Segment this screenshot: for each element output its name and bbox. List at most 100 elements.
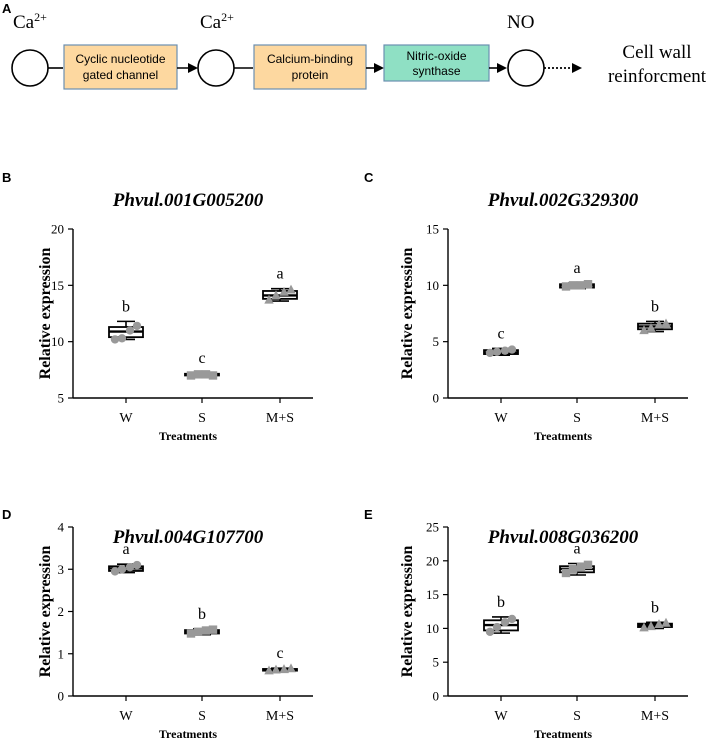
x-tick-label: W — [119, 709, 133, 724]
data-point — [133, 561, 141, 569]
significance-letter: a — [276, 266, 283, 283]
data-point — [501, 346, 509, 354]
charts-container: BPhvul.001G0052005101520Relative express… — [2, 170, 688, 740]
data-point — [486, 628, 494, 636]
y-tick-label: 15 — [426, 222, 439, 237]
y-axis-title: Relative expression — [37, 248, 54, 380]
node-3-line-1: Nitric-oxide — [406, 49, 466, 63]
significance-letter: b — [497, 594, 505, 611]
pathway-diagram: A Ca2+ Cyclic nucleotide gated channel C… — [2, 1, 707, 89]
x-axis-title: Treatments — [159, 727, 218, 740]
node-2-line-1: Calcium-binding — [267, 52, 353, 66]
y-tick-label: 5 — [433, 655, 440, 670]
y-tick-label: 20 — [426, 553, 439, 568]
data-point — [118, 334, 126, 342]
data-point — [209, 625, 217, 633]
panel-label: B — [2, 170, 11, 185]
x-tick-label: M+S — [641, 411, 669, 426]
panel-label: E — [364, 507, 373, 522]
data-point — [493, 348, 501, 356]
outcome-line-2: reinforcment — [608, 66, 707, 87]
chart-title: Phvul.002G329300 — [487, 190, 639, 211]
data-point — [569, 281, 577, 289]
ion-circle-1 — [12, 50, 48, 86]
significance-letter: b — [651, 599, 659, 616]
significance-letter: a — [573, 541, 580, 558]
data-point — [133, 322, 141, 330]
panel-label-a: A — [2, 1, 12, 16]
chart-title: Phvul.004G107700 — [112, 527, 264, 548]
node-1-line-2: gated channel — [83, 68, 158, 82]
data-point — [584, 280, 592, 288]
data-point — [508, 615, 516, 623]
y-tick-label: 0 — [433, 689, 440, 704]
y-tick-label: 15 — [426, 587, 439, 602]
ion-label-1: Ca2+ — [13, 10, 47, 33]
node-1-line-1: Cyclic nucleotide — [75, 52, 165, 66]
data-point — [118, 565, 126, 573]
y-axis-title: Relative expression — [37, 546, 54, 678]
significance-letter: c — [497, 325, 504, 342]
y-tick-label: 25 — [426, 520, 439, 535]
chart-title: Phvul.008G036200 — [487, 527, 639, 548]
y-tick-label: 0 — [58, 689, 65, 704]
y-tick-label: 4 — [58, 520, 65, 535]
data-point — [126, 326, 134, 334]
x-axis-title: Treatments — [534, 727, 593, 740]
y-tick-label: 20 — [51, 222, 64, 237]
outcome-line-1: Cell wall — [622, 42, 691, 63]
ion-circle-2 — [198, 50, 234, 86]
significance-letter: b — [122, 298, 130, 315]
significance-letter: b — [651, 298, 659, 315]
significance-letter: a — [122, 541, 129, 558]
y-tick-label: 5 — [433, 334, 440, 349]
y-axis-title: Relative expression — [399, 546, 416, 678]
significance-letter: b — [198, 606, 206, 623]
data-point — [111, 335, 119, 343]
x-tick-label: W — [494, 411, 508, 426]
data-point — [209, 371, 217, 379]
x-tick-label: M+S — [266, 411, 294, 426]
chart-panel-b: BPhvul.001G0052005101520Relative express… — [2, 170, 313, 443]
data-point — [569, 565, 577, 573]
y-tick-label: 10 — [426, 278, 439, 293]
x-tick-label: S — [198, 709, 206, 724]
significance-letter: c — [198, 350, 205, 367]
signal-circle — [508, 50, 544, 86]
data-point — [194, 628, 202, 636]
x-tick-label: M+S — [266, 709, 294, 724]
ion-label-2: Ca2+ — [200, 10, 234, 33]
data-point — [493, 623, 501, 631]
chart-panel-e: E Phvul.008G036200 0 5 10 15 20 25 Relative expr… — [364, 507, 688, 740]
signal-label: NO — [507, 12, 534, 33]
y-tick-label: 10 — [426, 621, 439, 636]
y-axis-title: Relative expression — [399, 248, 416, 380]
data-point — [584, 561, 592, 569]
y-tick-label: 2 — [58, 604, 65, 619]
x-tick-label: S — [198, 411, 206, 426]
significance-letter: a — [573, 260, 580, 277]
x-tick-label: S — [573, 709, 581, 724]
y-tick-label: 5 — [58, 391, 65, 406]
x-tick-label: W — [119, 411, 133, 426]
x-axis-title: Treatments — [534, 429, 593, 443]
chart-panel-c: C Phvul.002G329300 0 5 10 15 Relative expressi… — [364, 170, 688, 443]
significance-letter: c — [276, 645, 283, 662]
y-tick-label: 3 — [58, 562, 65, 577]
data-point — [508, 345, 516, 353]
x-tick-label: M+S — [641, 709, 669, 724]
x-tick-label: W — [494, 709, 508, 724]
panel-label: C — [364, 170, 374, 185]
node-2-line-2: protein — [292, 68, 329, 82]
y-tick-label: 1 — [58, 646, 65, 661]
x-axis-title: Treatments — [159, 429, 218, 443]
chart-title: Phvul.001G005200 — [112, 190, 264, 211]
chart-panel-d: D Phvul.004G107700 0 1 2 3 4 Relative expressio… — [2, 507, 313, 740]
y-tick-label: 0 — [433, 391, 440, 406]
data-point — [486, 349, 494, 357]
node-3-line-2: synthase — [412, 64, 460, 78]
x-tick-label: S — [573, 411, 581, 426]
data-point — [194, 370, 202, 378]
panel-label: D — [2, 507, 11, 522]
